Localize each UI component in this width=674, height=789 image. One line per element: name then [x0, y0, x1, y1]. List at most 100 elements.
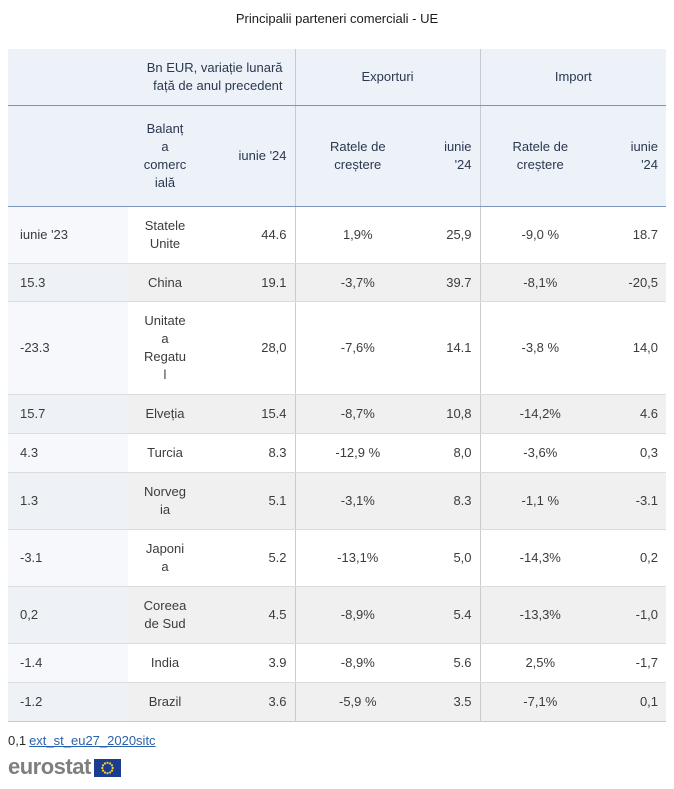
balance-cell: 28,0	[202, 301, 296, 396]
row-label-cell: 15.7	[8, 394, 128, 435]
export-rate-cell: -3,1%	[294, 472, 421, 530]
export-rate-cell: -8,9%	[294, 586, 421, 644]
export-value-cell: 25,9	[420, 206, 481, 264]
subheader-export-growth-rate: Ratele de creștere	[294, 105, 421, 207]
group-header-row: Bn EUR, variație lunară față de anul pre…	[8, 49, 667, 106]
partner-cell: Brazil	[128, 682, 202, 722]
row-label-cell: -23.3	[8, 301, 128, 396]
import-value-cell: 4.6	[600, 394, 667, 435]
balance-cell: 5.1	[202, 472, 296, 530]
import-rate-cell: -3,6%	[479, 433, 601, 474]
export-rate-cell: -8,9%	[294, 643, 421, 683]
footnote-prefix: 0,1	[8, 732, 27, 748]
import-rate-cell: -7,1%	[479, 682, 601, 722]
import-rate-cell: -8,1%	[479, 263, 601, 303]
import-value-cell: 0,1	[600, 682, 667, 722]
table-title: Principalii parteneri comerciali - UE	[235, 11, 439, 26]
row-label-cell: -1.2	[8, 682, 128, 722]
dataset-link[interactable]: ext_st_eu27_2020sitc	[29, 732, 156, 748]
subheader-june24-exports: iunie '24	[420, 105, 481, 207]
partner-cell: Unitate a Regatu l	[128, 301, 202, 396]
import-rate-cell: -9,0 %	[479, 206, 601, 264]
export-rate-cell: -7,6%	[294, 301, 421, 396]
table-row-united-kingdom: -23.3 Unitate a Regatu l 28,0 -7,6% 14.1…	[8, 301, 667, 396]
table-row-india: -1.4 India 3.9 -8,9% 5.6 2,5% -1,7	[8, 643, 667, 683]
import-value-cell: -1,7	[600, 643, 667, 683]
import-rate-cell: -3,8 %	[479, 301, 601, 396]
export-rate-cell: -5,9 %	[294, 682, 421, 722]
export-value-cell: 8.3	[420, 472, 481, 530]
import-value-cell: -20,5	[600, 263, 667, 303]
partner-cell: Japoni a	[128, 529, 202, 587]
import-rate-cell: -14,3%	[479, 529, 601, 587]
row-label-cell: 4.3	[8, 433, 128, 474]
export-rate-cell: 1,9%	[294, 206, 421, 264]
subheader-trade-balance: Balanț a comerc ială	[128, 105, 202, 207]
import-value-cell: 0,2	[600, 529, 667, 587]
balance-cell: 44.6	[202, 206, 296, 264]
export-value-cell: 5,0	[420, 529, 481, 587]
import-value-cell: 18.7	[600, 206, 667, 264]
eurostat-logo[interactable]: eurostat	[8, 754, 121, 780]
balance-cell: 8.3	[202, 433, 296, 474]
balance-cell: 3.9	[202, 643, 296, 683]
balance-cell: 4.5	[202, 586, 296, 644]
export-value-cell: 3.5	[420, 682, 481, 722]
export-rate-cell: -12,9 %	[294, 433, 421, 474]
export-rate-cell: -8,7%	[294, 394, 421, 435]
import-rate-cell: 2,5%	[479, 643, 601, 683]
subheader-import-growth-rate: Ratele de creștere	[479, 105, 601, 207]
column-group-exports: Exporturi	[294, 49, 481, 106]
eu-flag-icon	[93, 759, 121, 778]
export-value-cell: 10,8	[420, 394, 481, 435]
balance-cell: 15.4	[202, 394, 296, 435]
row-label-cell: 15.3	[8, 263, 128, 303]
logo-row: eurostat	[8, 754, 666, 780]
table-row-japan: -3.1 Japoni a 5.2 -13,1% 5,0 -14,3% 0,2	[8, 529, 667, 587]
table-row-china: 15.3 China 19.1 -3,7% 39.7 -8,1% -20,5	[8, 263, 667, 303]
export-value-cell: 14.1	[420, 301, 481, 396]
row-label-cell: -1.4	[8, 643, 128, 683]
subheader-june24-imports: iunie '24	[600, 105, 667, 207]
export-rate-cell: -13,1%	[294, 529, 421, 587]
subheader-june24-balance: iunie '24	[202, 105, 296, 207]
subheader-empty	[8, 105, 128, 207]
table-row-south-korea: 0,2 Coreea de Sud 4.5 -8,9% 5.4 -13,3% -…	[8, 586, 667, 644]
table-row-united-states: iunie '23 Statele Unite 44.6 1,9% 25,9 -…	[8, 206, 667, 264]
partner-cell: Statele Unite	[128, 206, 202, 264]
import-value-cell: 0,3	[600, 433, 667, 474]
partner-cell: Turcia	[128, 433, 202, 474]
partner-cell: Elveția	[128, 394, 202, 435]
table-row-brazil: -1.2 Brazil 3.6 -5,9 % 3.5 -7,1% 0,1	[8, 682, 667, 722]
sub-header-row: Balanț a comerc ială iunie '24 Ratele de…	[8, 105, 667, 207]
footnote: 0,1 ext_st_eu27_2020sitc	[8, 733, 666, 748]
partner-cell: Coreea de Sud	[128, 586, 202, 644]
table-row-norway: 1.3 Norveg ia 5.1 -3,1% 8.3 -1,1 % -3.1	[8, 472, 667, 530]
balance-cell: 5.2	[202, 529, 296, 587]
column-group-imports: Import	[479, 49, 667, 106]
export-value-cell: 39.7	[420, 263, 481, 303]
import-value-cell: 14,0	[600, 301, 667, 396]
partner-cell: Norveg ia	[128, 472, 202, 530]
import-rate-cell: -1,1 %	[479, 472, 601, 530]
table-row-switzerland: 15.7 Elveția 15.4 -8,7% 10,8 -14,2% 4.6	[8, 394, 667, 435]
export-value-cell: 5.6	[420, 643, 481, 683]
import-rate-cell: -13,3%	[479, 586, 601, 644]
balance-cell: 3.6	[202, 682, 296, 722]
import-value-cell: -1,0	[600, 586, 667, 644]
export-rate-cell: -3,7%	[294, 263, 421, 303]
row-label-cell: 0,2	[8, 586, 128, 644]
row-label-cell: -3.1	[8, 529, 128, 587]
import-value-cell: -3.1	[600, 472, 667, 530]
table-row-turkey: 4.3 Turcia 8.3 -12,9 % 8,0 -3,6% 0,3	[8, 433, 667, 474]
import-rate-cell: -14,2%	[479, 394, 601, 435]
column-group-bn-eur: Bn EUR, variație lunară față de anul pre…	[8, 49, 296, 106]
trade-partners-table: Bn EUR, variație lunară față de anul pre…	[8, 49, 667, 722]
partner-cell: India	[128, 643, 202, 683]
row-label-cell: 1.3	[8, 472, 128, 530]
eurostat-logo-text: eurostat	[8, 753, 91, 779]
export-value-cell: 8,0	[420, 433, 481, 474]
export-value-cell: 5.4	[420, 586, 481, 644]
partner-cell: China	[128, 263, 202, 303]
